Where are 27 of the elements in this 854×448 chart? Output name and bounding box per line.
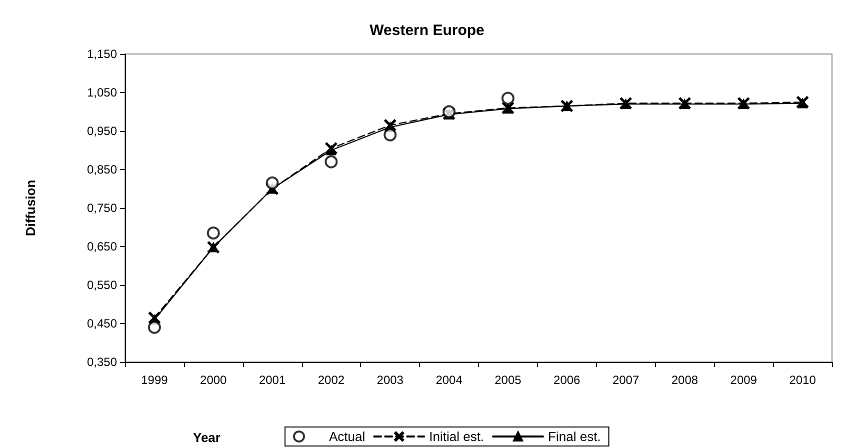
y-tick-label: 1,050 (86, 86, 118, 100)
y-tick-label: 0,750 (86, 201, 118, 215)
x-tick-label: 2002 (318, 373, 345, 387)
legend-label: Final est. (548, 429, 601, 444)
x-tick-label: 2001 (258, 373, 286, 387)
x-tick-label: 2004 (436, 373, 463, 387)
x-tick-label: 2009 (730, 373, 758, 387)
x-tick-label: 2010 (789, 373, 816, 387)
x-tick-label: 2006 (554, 373, 581, 387)
y-tick-label: 0,850 (86, 162, 118, 176)
y-tick-label: 0,950 (86, 124, 118, 138)
x-tick-label: 1999 (141, 373, 168, 387)
y-tick-label: 0,450 (86, 316, 118, 330)
x-tick-label: 2008 (671, 373, 698, 387)
legend-label: Initial est. (429, 429, 484, 444)
y-tick-label: 0,350 (86, 355, 118, 369)
x-axis-title: Year (193, 430, 220, 445)
y-tick-label: 0,550 (86, 278, 118, 292)
x-tick-label: 2005 (494, 373, 522, 387)
x-tick-label: 2007 (612, 373, 640, 387)
x-tick-label: 2003 (376, 373, 404, 387)
chart-title: Western Europe (370, 22, 484, 39)
x-tick-label: 2000 (200, 373, 228, 387)
y-tick-label: 0,650 (86, 240, 118, 254)
y-axis-title: Diffusion (23, 180, 38, 236)
y-tick-label: 1,150 (86, 47, 118, 61)
legend-label: Actual (329, 429, 366, 444)
